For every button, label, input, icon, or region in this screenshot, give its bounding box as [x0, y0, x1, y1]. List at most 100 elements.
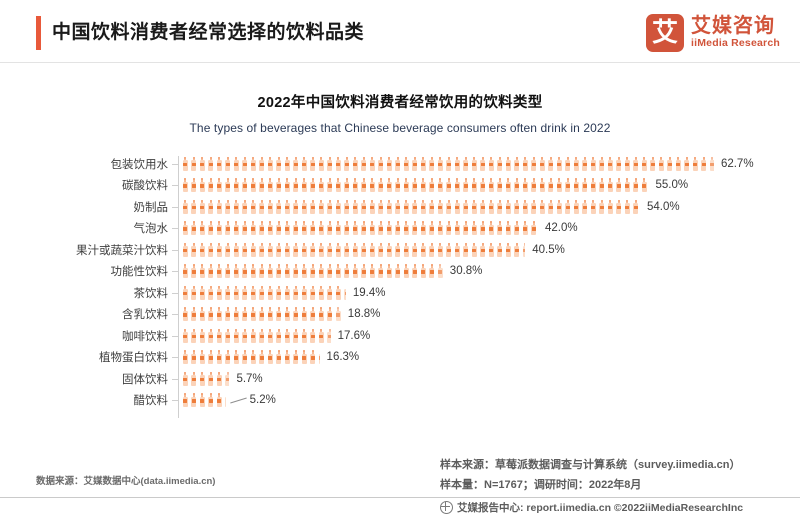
- bottle-icon: [232, 242, 241, 257]
- bottle-icon: [283, 264, 292, 279]
- bottle-icon: [487, 178, 496, 193]
- bottle-icon: [300, 242, 309, 257]
- bottle-icon: [453, 199, 462, 214]
- bottle-icon: [207, 221, 216, 236]
- bottle-icon: [385, 178, 394, 193]
- chart-row: 咖啡饮料 17.6%: [0, 325, 800, 347]
- bottle-icon: [700, 156, 709, 171]
- bottle-icon: [334, 178, 343, 193]
- bottle-icon: [309, 242, 318, 257]
- bottle-icon: [343, 178, 352, 193]
- bottle-icon: [479, 156, 488, 171]
- bottle-icon: [198, 242, 207, 257]
- bottle-icon: [683, 156, 692, 171]
- chart-row: 植物蛋白饮料 16.3%: [0, 347, 800, 369]
- category-label: 含乳饮料: [122, 309, 168, 322]
- bottle-icon: [300, 328, 309, 343]
- bottle-icon: [266, 221, 275, 236]
- bottle-icon: [589, 156, 598, 171]
- bottle-icon: [181, 393, 190, 408]
- bottle-icon: [300, 285, 309, 300]
- bottle-icon: [241, 242, 250, 257]
- bottle-icon: [266, 350, 275, 365]
- axis-tick: [172, 335, 178, 337]
- bottle-icon: [215, 307, 224, 322]
- axis-tick: [172, 314, 178, 316]
- bottle-icon: [181, 264, 190, 279]
- bottle-icon: [300, 156, 309, 171]
- category-label: 咖啡饮料: [122, 330, 168, 343]
- bottle-icon: [326, 221, 335, 236]
- bottle-icon: [462, 199, 471, 214]
- bottle-icon: [581, 178, 590, 193]
- bottle-icon: [283, 307, 292, 322]
- bottle-icon: [292, 307, 301, 322]
- bottle-icon: [606, 199, 615, 214]
- bottle-icon: [207, 371, 216, 386]
- bottle-icon: [598, 156, 607, 171]
- logo-name-en: iiMedia Research: [691, 36, 780, 49]
- bottle-icon: [351, 199, 360, 214]
- bottle-icon: [181, 178, 190, 193]
- bottle-icon: [232, 350, 241, 365]
- value-label: 42.0%: [545, 222, 578, 235]
- category-label: 奶制品: [133, 201, 169, 214]
- bottle-icon: [368, 221, 377, 236]
- bottle-icon: [589, 178, 598, 193]
- pictogram-bar: [181, 390, 226, 412]
- bottle-icon: [445, 178, 454, 193]
- bottle-icon: [496, 199, 505, 214]
- bottle-icon: [470, 221, 479, 236]
- bottle-icon: [190, 285, 199, 300]
- value-label: 18.8%: [347, 308, 381, 321]
- bottle-icon: [581, 199, 590, 214]
- bottle-icon: [632, 178, 641, 193]
- value-label: 16.3%: [326, 351, 360, 364]
- bottle-icon: [411, 199, 420, 214]
- page-footer: 数据来源：艾媒数据中心(data.iimedia.cn) 样本来源：草莓派数据调…: [0, 455, 800, 520]
- bottle-icon: [224, 221, 233, 236]
- bottle-icon: [292, 264, 301, 279]
- bottle-icon: [360, 264, 369, 279]
- bottle-icon: [292, 221, 301, 236]
- bottle-icon: [530, 156, 539, 171]
- bottle-icon: [292, 242, 301, 257]
- bottle-icon: [470, 242, 479, 257]
- bottle-icon: [249, 199, 258, 214]
- bottle-icon: [334, 285, 343, 300]
- bottle-icon: [470, 178, 479, 193]
- bottle-icon: [283, 285, 292, 300]
- bottle-icon: [215, 350, 224, 365]
- bottle-icon: [258, 264, 267, 279]
- bottle-icon: [419, 242, 428, 257]
- bottle-icon: [207, 264, 216, 279]
- axis-tick: [172, 378, 178, 380]
- bottle-icon: [377, 178, 386, 193]
- bottle-icon: [411, 264, 420, 279]
- bottle-icon: [283, 350, 292, 365]
- bottle-icon: [555, 199, 564, 214]
- bottle-icon: [462, 221, 471, 236]
- category-label: 植物蛋白饮料: [99, 352, 168, 365]
- chart-row: 奶制品 54.0%: [0, 196, 800, 218]
- bottle-icon: [411, 242, 420, 257]
- bottle-icon: [368, 178, 377, 193]
- bottle-icon: [317, 350, 320, 365]
- bottle-icon: [343, 264, 352, 279]
- bottle-icon: [436, 242, 445, 257]
- chart-row: 果汁或蔬菜汁饮料 40.5%: [0, 239, 800, 261]
- bottle-icon: [292, 350, 301, 365]
- chart-row: 碳酸饮料 55.0%: [0, 175, 800, 197]
- bottle-icon: [487, 221, 496, 236]
- bottle-icon: [224, 371, 230, 386]
- bottle-icon: [292, 285, 301, 300]
- bottle-icon: [249, 285, 258, 300]
- value-label: 55.0%: [655, 179, 689, 192]
- bottle-icon: [649, 156, 658, 171]
- bottle-icon: [309, 285, 318, 300]
- bottle-icon: [436, 156, 445, 171]
- bottle-icon: [258, 285, 267, 300]
- bottle-icon: [266, 178, 275, 193]
- bottle-icon: [198, 264, 207, 279]
- bottle-icon: [215, 371, 224, 386]
